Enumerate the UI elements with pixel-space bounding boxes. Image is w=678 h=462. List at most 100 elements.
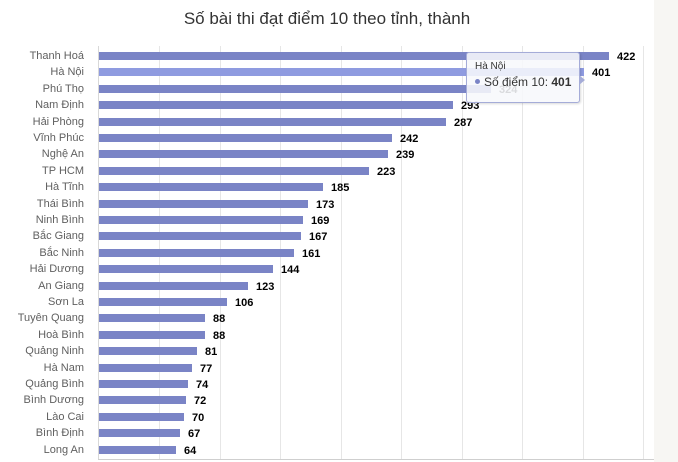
- bar-row: Bình Dương 72: [0, 392, 654, 408]
- category-label: Quảng Ninh: [25, 345, 84, 358]
- category-label: Hà Tĩnh: [45, 181, 84, 194]
- bar-row: Vĩnh Phúc 242: [0, 130, 654, 146]
- bar-row: Quảng Ninh 81: [0, 343, 654, 359]
- bar-row: Sơn La 106: [0, 294, 654, 310]
- bar[interactable]: [99, 347, 197, 356]
- bar[interactable]: [99, 314, 205, 323]
- bar-row: Hà Tĩnh 185: [0, 179, 654, 195]
- tooltip-series-label: Số điểm 10:: [484, 75, 552, 89]
- category-label: Nghệ An: [41, 148, 84, 161]
- bar[interactable]: [99, 380, 188, 388]
- bar[interactable]: [99, 216, 303, 224]
- bar[interactable]: [99, 134, 392, 142]
- bar[interactable]: [99, 199, 308, 208]
- bar[interactable]: [99, 281, 248, 290]
- category-label: Hoà Bình: [38, 328, 84, 341]
- bar-row: Tuyên Quang 88: [0, 310, 654, 326]
- category-label: Bình Dương: [23, 394, 84, 407]
- bar[interactable]: [99, 429, 180, 438]
- bar-row: TP HCM 223: [0, 163, 654, 179]
- tooltip: Hà Nội Số điểm 10: 401: [466, 52, 585, 103]
- bar[interactable]: [99, 412, 184, 421]
- category-label: Vĩnh Phúc: [33, 132, 84, 144]
- category-label: Thanh Hoá: [29, 50, 84, 62]
- data-label: 167: [309, 231, 328, 244]
- tooltip-body: Số điểm 10: 401: [475, 75, 571, 89]
- bar[interactable]: [99, 52, 609, 60]
- category-label: Ninh Bình: [35, 214, 84, 226]
- bar[interactable]: [99, 330, 205, 339]
- category-label: Lào Cai: [46, 410, 84, 423]
- bar-row: Bình Định 67: [0, 425, 654, 441]
- data-label: 239: [396, 149, 415, 162]
- bar-row: Ninh Bình 169: [0, 212, 654, 228]
- tooltip-value: 401: [551, 75, 572, 89]
- category-label: TP HCM: [42, 164, 84, 177]
- tooltip-pointer: [579, 75, 585, 85]
- bar-row: Thái Bình 173: [0, 196, 654, 212]
- bar-row: Hải Phòng 287: [0, 114, 654, 130]
- gridline: [462, 46, 463, 460]
- gridline: [643, 46, 644, 460]
- data-label: 144: [281, 264, 300, 277]
- category-label: Tuyên Quang: [17, 312, 84, 325]
- category-label: An Giang: [38, 279, 84, 292]
- bar-row: Bắc Ninh 161: [0, 245, 654, 261]
- category-label: Hải Dương: [29, 263, 84, 276]
- bar[interactable]: [99, 265, 273, 274]
- series-dot-icon: [475, 79, 480, 85]
- data-label: 74: [196, 379, 209, 391]
- bar-row: Bắc Giang 167: [0, 228, 654, 244]
- data-label: 106: [235, 297, 254, 309]
- bar[interactable]: [99, 166, 369, 175]
- data-label: 401: [592, 67, 611, 80]
- bar-row: Thanh Hoá 422: [0, 48, 654, 64]
- bar-row: Hà Nội 401: [0, 64, 654, 80]
- category-label: Hà Nam: [43, 361, 84, 374]
- bar[interactable]: [99, 117, 446, 126]
- data-label: 173: [316, 198, 335, 211]
- category-label: Hải Phòng: [32, 115, 84, 128]
- category-label: Bắc Giang: [32, 230, 84, 243]
- bar[interactable]: [99, 298, 227, 306]
- data-label: 287: [454, 116, 473, 129]
- bar[interactable]: [99, 84, 491, 93]
- data-label: 88: [213, 329, 226, 342]
- bar[interactable]: [99, 232, 301, 241]
- bar-row: Hà Nam 77: [0, 360, 654, 376]
- bar-row: Quảng Bình 74: [0, 376, 654, 392]
- bar[interactable]: [99, 150, 388, 159]
- bar[interactable]: [99, 396, 186, 405]
- data-label: 72: [194, 395, 207, 408]
- category-label: Thái Bình: [36, 197, 84, 210]
- gridline: [341, 46, 342, 460]
- category-label: Bắc Ninh: [39, 246, 84, 259]
- bar[interactable]: [99, 101, 453, 110]
- category-label: Sơn La: [48, 296, 84, 308]
- bar-row: Hoà Bình 88: [0, 327, 654, 343]
- bar[interactable]: [99, 445, 176, 454]
- data-label: 161: [302, 247, 321, 260]
- data-label: 88: [213, 313, 226, 326]
- data-label: 81: [205, 346, 218, 359]
- bar[interactable]: [99, 183, 323, 192]
- bar[interactable]: [99, 248, 294, 257]
- bar[interactable]: [99, 68, 584, 77]
- data-label: 185: [331, 182, 350, 195]
- data-label: 242: [400, 133, 419, 145]
- category-label: Nam Định: [35, 99, 84, 112]
- bar-row: Long An 64: [0, 442, 654, 458]
- bar[interactable]: [99, 363, 192, 372]
- data-label: 422: [617, 51, 636, 63]
- data-label: 77: [200, 362, 213, 375]
- tooltip-header: Hà Nội: [475, 61, 506, 72]
- bar-row: An Giang 123: [0, 278, 654, 294]
- bar-row: Hải Dương 144: [0, 261, 654, 277]
- bar-row: Nghệ An 239: [0, 146, 654, 162]
- category-label: Bình Định: [35, 427, 84, 440]
- data-label: 64: [184, 444, 197, 457]
- data-label: 293: [461, 100, 480, 113]
- gridline: [522, 46, 523, 460]
- x-axis-line: [98, 459, 654, 460]
- category-label: Hà Nội: [50, 66, 84, 79]
